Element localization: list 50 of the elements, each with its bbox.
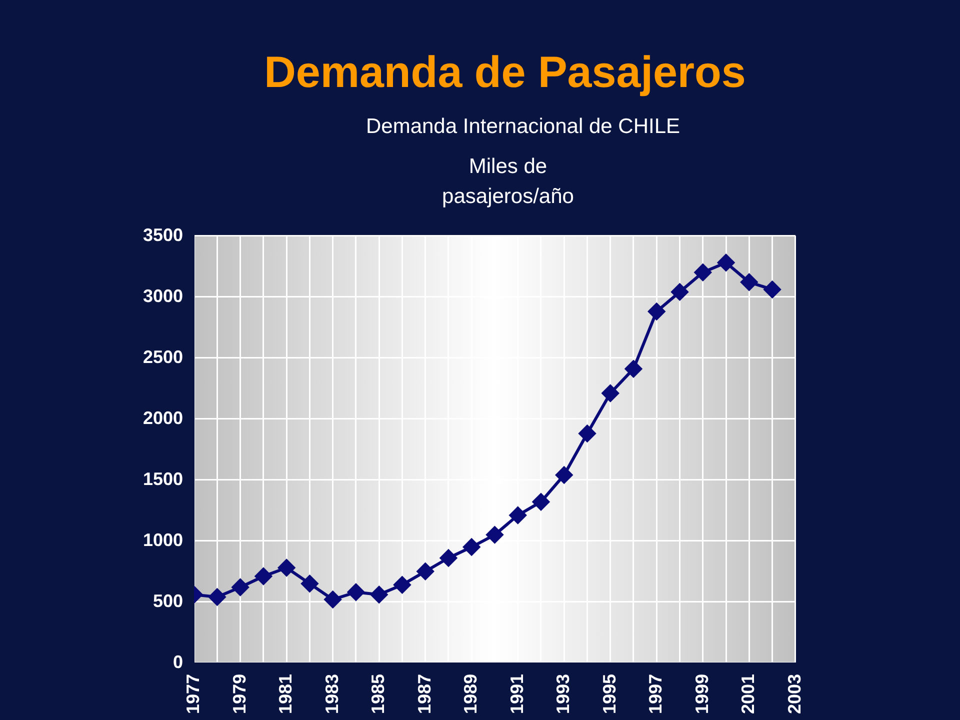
x-tick-label: 1979 — [229, 674, 250, 714]
x-tick-label: 1993 — [553, 674, 574, 714]
y-tick-label: 2000 — [142, 408, 184, 428]
point — [556, 466, 573, 484]
point — [324, 590, 342, 608]
x-tick-label: 1983 — [322, 674, 342, 714]
point — [440, 550, 457, 566]
y-tick-label: 3500 — [142, 224, 184, 245]
point — [624, 360, 642, 378]
point — [370, 586, 388, 604]
point — [578, 425, 596, 442]
y-tick-label: 2500 — [142, 346, 184, 367]
y-tick-label: 1500 — [142, 468, 184, 489]
point — [394, 576, 411, 594]
x-tick-label: 1997 — [646, 674, 666, 714]
x-tick-label: 1977 — [183, 674, 204, 714]
point — [232, 578, 249, 596]
point — [463, 538, 480, 556]
point — [208, 588, 226, 606]
x-tick-label: 1995 — [599, 674, 620, 714]
x-tick-label: 1989 — [460, 674, 481, 714]
point — [301, 575, 318, 592]
point — [764, 281, 781, 298]
point — [486, 526, 504, 544]
y-tick-label: 0 — [173, 652, 184, 672]
y-tick-label: 3000 — [142, 286, 184, 306]
point — [254, 568, 272, 585]
x-tick-label: 1999 — [692, 674, 712, 714]
point — [278, 559, 296, 576]
y-tick-label: 500 — [152, 590, 184, 611]
point — [532, 493, 550, 510]
chart-subtitle: Demanda Internacional de CHILE — [364, 115, 681, 139]
y-tick-label: 1000 — [142, 530, 184, 550]
x-tick-label: 2003 — [784, 674, 804, 714]
point — [671, 283, 688, 300]
point — [718, 254, 735, 272]
point — [509, 506, 526, 524]
chart-title: Demanda de Pasajeros — [263, 48, 747, 98]
point — [347, 584, 364, 601]
y-axis-title: Miles de pasajeros/año — [441, 154, 575, 210]
point — [602, 384, 619, 402]
point — [416, 562, 434, 580]
x-tick-label: 1987 — [414, 674, 434, 714]
x-tick-label: 1991 — [506, 674, 527, 714]
point — [648, 302, 666, 320]
x-tick-label: 1985 — [368, 674, 388, 714]
point — [694, 264, 712, 281]
point — [740, 274, 758, 291]
x-tick-label: 2001 — [738, 674, 758, 714]
x-tick-label: 1981 — [276, 674, 296, 714]
